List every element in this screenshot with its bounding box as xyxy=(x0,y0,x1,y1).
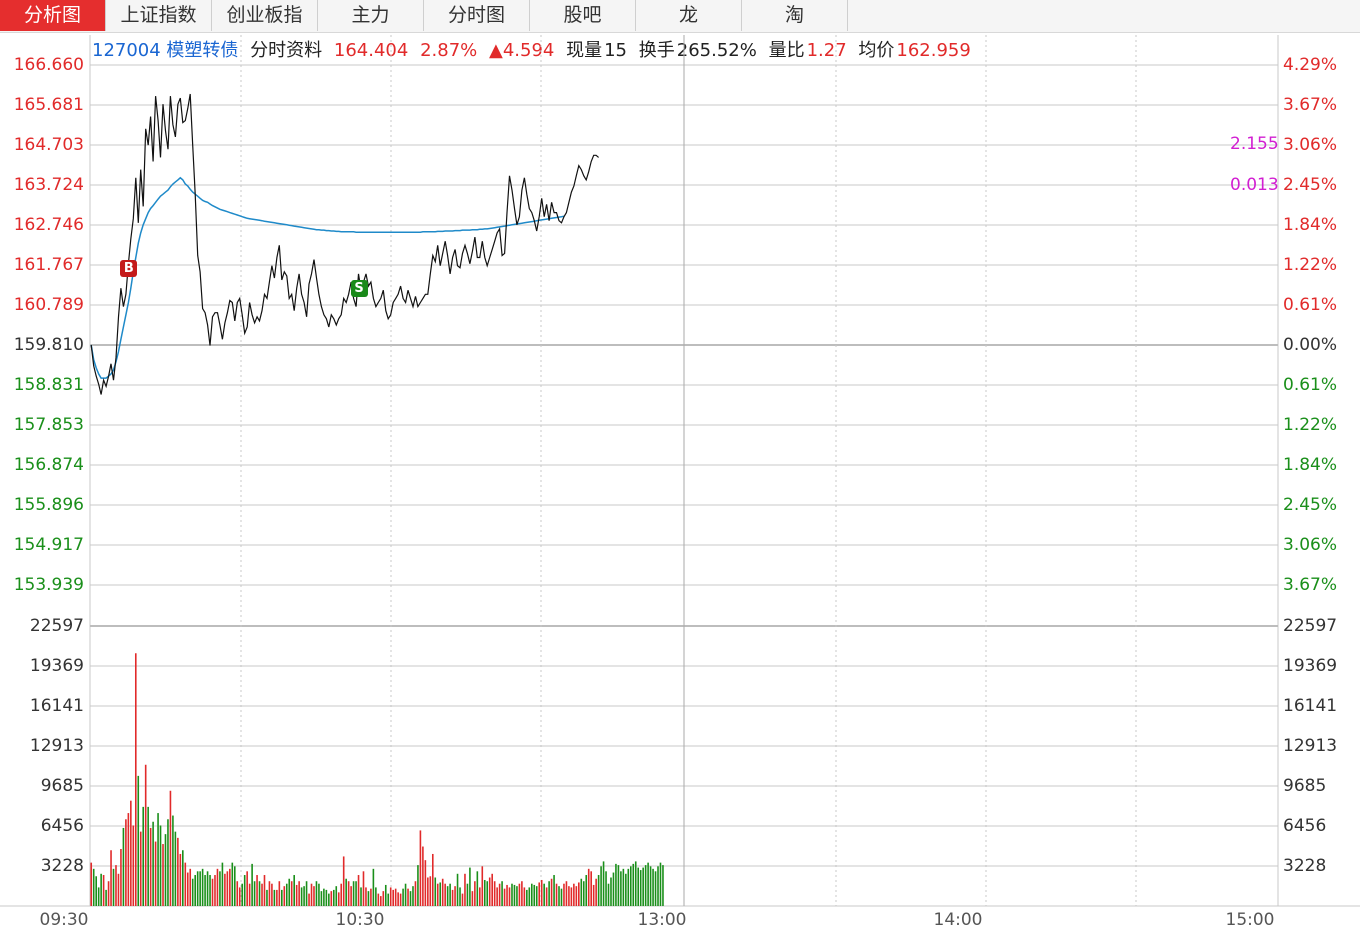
price-tick-label: 155.896 xyxy=(13,495,84,515)
percent-tick-label: 0.00% xyxy=(1283,335,1338,355)
percent-tick-label: 1.84% xyxy=(1283,455,1338,475)
time-tick-label: 15:00 xyxy=(1225,910,1275,930)
volume-tick-label-right: 9685 xyxy=(1283,776,1327,796)
volume-tick-label-right: 3228 xyxy=(1283,856,1327,876)
price-tick-label: 161.767 xyxy=(13,255,84,275)
percent-tick-label: 2.45% xyxy=(1283,495,1338,515)
price-line xyxy=(90,93,599,395)
price-tick-label: 154.917 xyxy=(13,535,84,555)
security-name[interactable]: 127004 模塑转债 xyxy=(92,40,239,61)
percent-tick-label: 3.06% xyxy=(1283,535,1338,555)
tab-bar: 分析图 上证指数 创业板指 主力 分时图 股吧龙淘 xyxy=(0,0,1360,33)
tab-6[interactable]: 龙 xyxy=(636,0,742,31)
turnover-value: 265.52% xyxy=(676,40,757,61)
price-tick-label: 153.939 xyxy=(13,575,84,595)
percent-tick-label: 2.45% xyxy=(1283,175,1338,195)
price-tick-label: 164.703 xyxy=(13,135,84,155)
time-tick-label: 14:00 xyxy=(933,910,983,930)
time-tick-label: 10:30 xyxy=(335,910,385,930)
quote-info-bar: 127004 模塑转债 分时资料 164.404 2.87% ▲4.594 现量… xyxy=(92,36,977,61)
volume-tick-label-right: 12913 xyxy=(1283,736,1338,756)
price-tick-label: 165.681 xyxy=(13,95,84,115)
last-price: 164.404 xyxy=(333,40,409,61)
percent-tick-label: 3.67% xyxy=(1283,575,1338,595)
volume-tick-label: 19369 xyxy=(29,656,84,676)
volume-tick-label: 16141 xyxy=(29,696,84,716)
price-tick-label: 157.853 xyxy=(13,415,84,435)
price-tick-label: 156.874 xyxy=(13,455,84,475)
price-tick-label: 166.660 xyxy=(13,55,84,75)
tab-2[interactable]: 创业板指 xyxy=(212,0,318,31)
volume-tick-label: 3228 xyxy=(40,856,84,876)
tab-0[interactable]: 分析图 xyxy=(0,0,106,31)
time-tick-label: 09:30 xyxy=(39,910,89,930)
price-tick-label: 162.746 xyxy=(13,215,84,235)
indicator-value-label: 0.013 xyxy=(1230,175,1279,195)
tab-5[interactable]: 股吧 xyxy=(530,0,636,31)
percent-tick-label: 4.29% xyxy=(1283,55,1338,75)
volume-tick-label-right: 19369 xyxy=(1283,656,1338,676)
change-amount: ▲4.594 xyxy=(489,40,555,61)
indicator-value-label: 2.155 xyxy=(1230,134,1279,154)
time-tick-label: 13:00 xyxy=(637,910,687,930)
change-percent: 2.87% xyxy=(420,40,478,61)
volume-tick-label-right: 16141 xyxy=(1283,696,1338,716)
percent-tick-label: 1.22% xyxy=(1283,415,1338,435)
avg-value: 162.959 xyxy=(896,40,971,61)
percent-tick-label: 3.06% xyxy=(1283,135,1338,155)
price-tick-label: 163.724 xyxy=(13,175,84,195)
volume-tick-label: 22597 xyxy=(29,616,84,636)
section-label: 分时资料 xyxy=(250,40,323,61)
price-tick-label: 158.831 xyxy=(13,375,84,395)
ratio-label: 量比 xyxy=(768,40,805,61)
percent-tick-label: 1.22% xyxy=(1283,255,1338,275)
volume-tick-label: 12913 xyxy=(29,736,84,756)
volume-tick-label: 6456 xyxy=(40,816,84,836)
average-price-line xyxy=(90,176,565,379)
avg-label: 均价 xyxy=(858,40,895,61)
price-tick-label: 160.789 xyxy=(13,295,84,315)
percent-tick-label: 1.84% xyxy=(1283,215,1338,235)
sell-marker[interactable]: S xyxy=(350,279,368,297)
tab-4[interactable]: 分时图 xyxy=(424,0,530,31)
percent-tick-label: 0.61% xyxy=(1283,375,1338,395)
turnover-label: 换手 xyxy=(638,40,675,61)
volume-tick-label-right: 6456 xyxy=(1283,816,1327,836)
tab-1[interactable]: 上证指数 xyxy=(106,0,212,31)
volume-value: 15 xyxy=(604,40,628,61)
ratio-value: 1.27 xyxy=(806,40,847,61)
tab-3[interactable]: 主力 xyxy=(318,0,424,31)
percent-tick-label: 0.61% xyxy=(1283,295,1338,315)
tab-7[interactable]: 淘 xyxy=(742,0,848,31)
volume-label: 现量 xyxy=(566,40,603,61)
volume-tick-label: 9685 xyxy=(40,776,84,796)
percent-tick-label: 3.67% xyxy=(1283,95,1338,115)
price-tick-label: 159.810 xyxy=(13,335,84,355)
buy-marker[interactable]: B xyxy=(120,259,138,277)
volume-tick-label-right: 22597 xyxy=(1283,616,1338,636)
